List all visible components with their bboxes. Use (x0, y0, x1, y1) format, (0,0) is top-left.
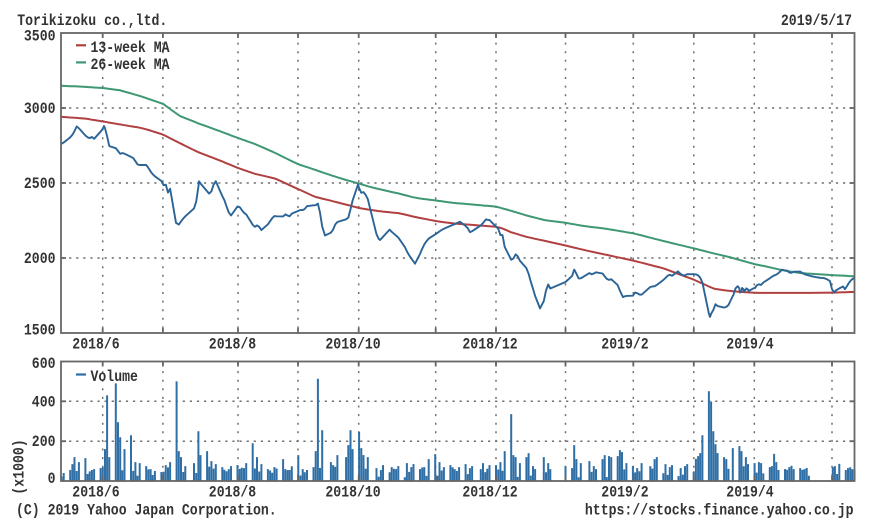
svg-text:2019/5/17: 2019/5/17 (781, 12, 852, 30)
svg-text:2018/6: 2018/6 (72, 484, 119, 502)
svg-text:2500: 2500 (24, 175, 56, 193)
svg-text:2019/2: 2019/2 (601, 336, 648, 354)
svg-text:2018/8: 2018/8 (209, 484, 256, 502)
svg-text:2019/4: 2019/4 (726, 336, 774, 354)
svg-text:3000: 3000 (24, 100, 56, 118)
svg-text:2018/8: 2018/8 (209, 336, 256, 354)
svg-text:2000: 2000 (24, 250, 56, 268)
svg-text:200: 200 (32, 433, 56, 451)
svg-text:https://stocks.finance.yahoo.c: https://stocks.finance.yahoo.co.jp (585, 502, 854, 520)
svg-text:2018/10: 2018/10 (325, 336, 380, 354)
svg-text:Volume: Volume (91, 368, 138, 386)
svg-text:26-week MA: 26-week MA (91, 56, 170, 74)
svg-text:2018/12: 2018/12 (462, 336, 517, 354)
svg-text:2018/10: 2018/10 (325, 484, 380, 502)
svg-text:0: 0 (48, 470, 56, 488)
svg-text:3500: 3500 (24, 28, 56, 46)
svg-text:2019/4: 2019/4 (726, 484, 774, 502)
svg-text:(x1000): (x1000) (11, 439, 29, 494)
svg-text:Torikizoku co.,ltd.: Torikizoku co.,ltd. (17, 12, 167, 30)
svg-text:600: 600 (32, 355, 56, 373)
svg-text:400: 400 (32, 393, 56, 411)
svg-text:2018/6: 2018/6 (72, 336, 119, 354)
svg-text:1500: 1500 (24, 322, 56, 340)
svg-text:2018/12: 2018/12 (462, 484, 517, 502)
svg-text:13-week MA: 13-week MA (91, 39, 170, 57)
svg-text:(C) 2019 Yahoo Japan Corporati: (C) 2019 Yahoo Japan Corporation. (16, 502, 277, 520)
svg-text:2019/2: 2019/2 (601, 484, 648, 502)
